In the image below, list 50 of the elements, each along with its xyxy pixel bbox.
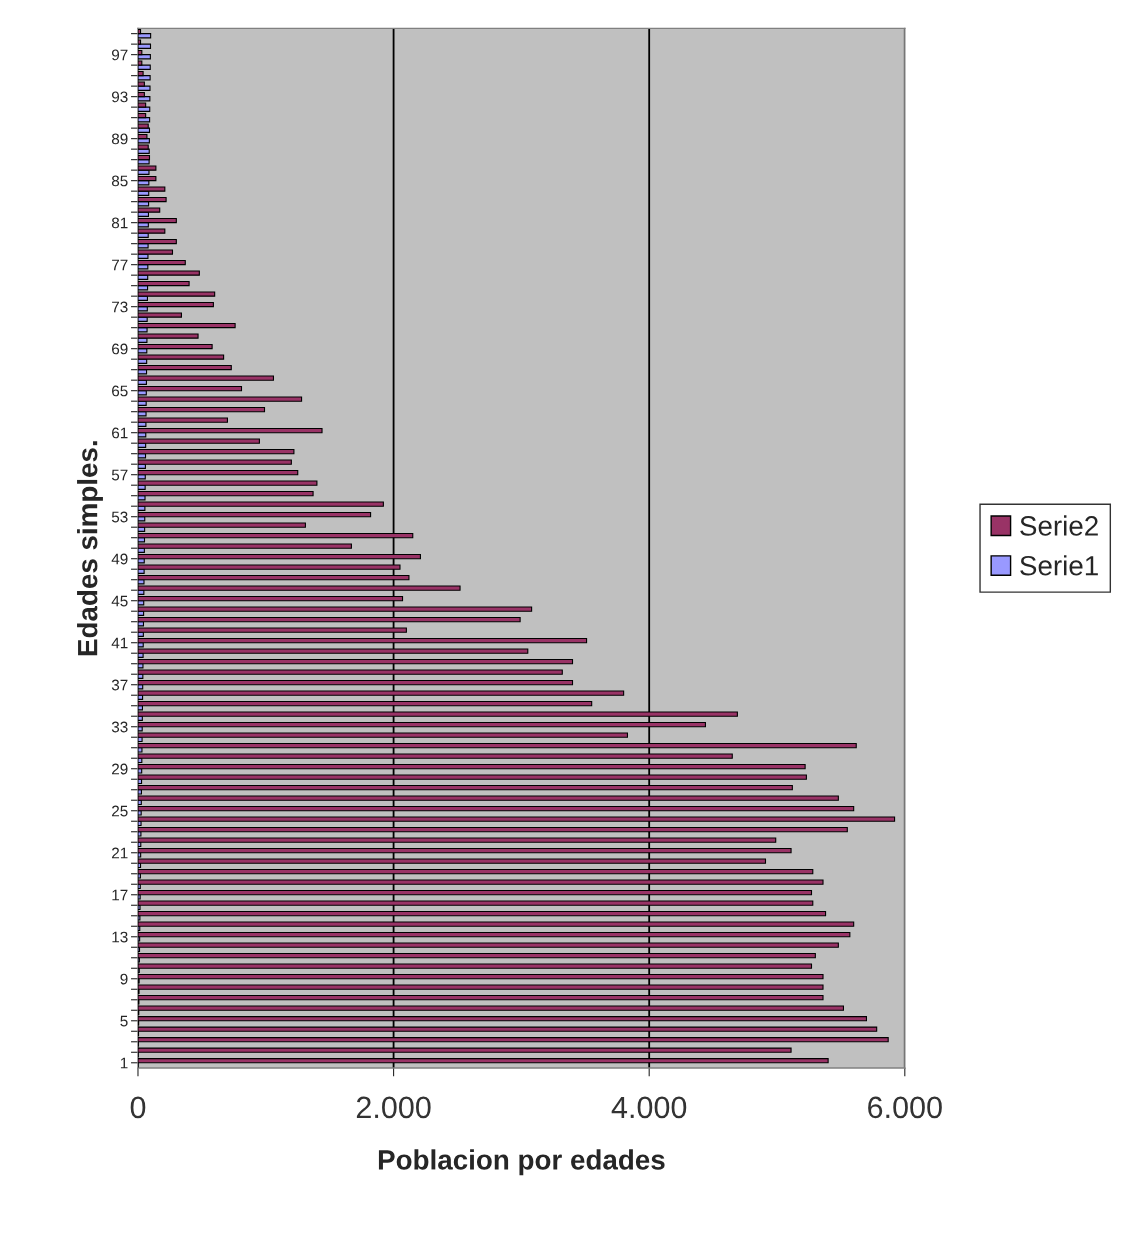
y-tick-label: 97 <box>111 49 128 61</box>
x-tick-label: 2.000 <box>356 1096 431 1119</box>
bar <box>137 259 186 266</box>
bar <box>137 448 295 455</box>
bar <box>137 469 299 476</box>
y-tick-label: 65 <box>112 385 128 397</box>
bar <box>137 343 213 350</box>
y-tick-label: 81 <box>111 217 128 229</box>
y-tick-label: 73 <box>112 301 128 313</box>
y-tick-label: 5 <box>120 1015 128 1027</box>
bar <box>137 322 236 329</box>
y-tick-label: 21 <box>112 847 128 859</box>
bar <box>137 364 232 371</box>
y-tick-label: 13 <box>112 931 128 943</box>
y-tick-label: 61 <box>112 427 128 439</box>
y-tick-label: 77 <box>112 259 128 271</box>
y-tick-label: 93 <box>111 91 128 103</box>
bar <box>137 175 157 182</box>
y-tick-label: 57 <box>111 469 128 481</box>
y-tick-label: 85 <box>111 175 128 187</box>
y-tick-label: 49 <box>111 553 128 565</box>
y-tick-label: 53 <box>111 511 128 523</box>
y-tick-label: 37 <box>111 679 128 691</box>
y-tick-label: 45 <box>111 595 128 607</box>
x-tick-label: 0 <box>130 1096 146 1119</box>
legend-label: Serie2 <box>1020 515 1098 536</box>
y-tick-label: 33 <box>111 721 128 733</box>
x-axis-title: Poblacion por edades <box>378 1149 665 1176</box>
y-tick-label: 29 <box>112 763 128 775</box>
y-tick-label: 41 <box>111 637 128 649</box>
y-tick-label: 69 <box>112 343 128 355</box>
bar <box>137 301 214 308</box>
bar <box>137 196 167 203</box>
legend-label: Serie1 <box>1020 555 1098 576</box>
bar <box>137 511 372 518</box>
y-tick-label: 25 <box>112 805 128 817</box>
y-tick-label: 9 <box>120 973 128 985</box>
bar <box>137 427 323 434</box>
y-tick-label: 1 <box>120 1057 128 1069</box>
y-tick-label: 89 <box>111 133 128 145</box>
x-tick-label: 4.000 <box>611 1096 687 1119</box>
bar <box>137 217 177 224</box>
y-tick-label: 17 <box>112 889 128 901</box>
x-tick-label: 6.000 <box>868 1096 942 1119</box>
bar <box>137 385 243 392</box>
y-axis-title: Edades simples. <box>77 441 103 656</box>
bar <box>137 406 266 413</box>
bar <box>137 280 190 287</box>
bar <box>137 238 177 245</box>
bar <box>137 490 314 497</box>
